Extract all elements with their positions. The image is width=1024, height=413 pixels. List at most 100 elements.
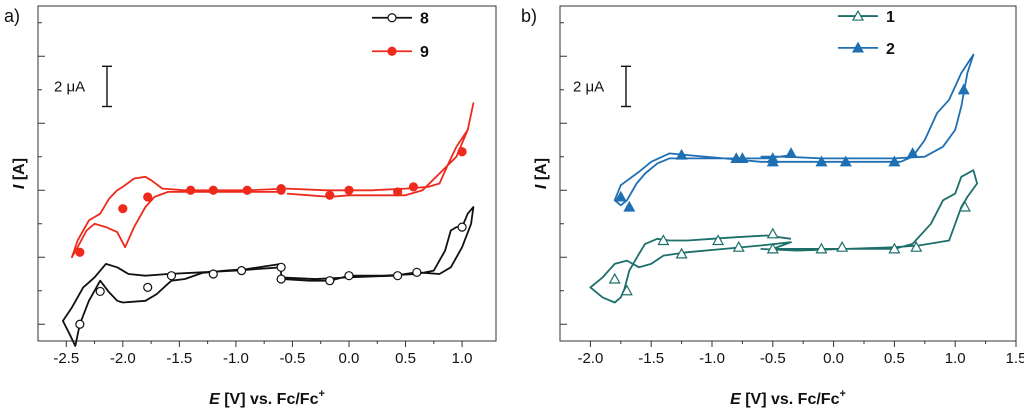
y-axis-label: I [A] — [11, 158, 28, 189]
data-point — [906, 147, 919, 158]
legend-entry-1: 1 — [838, 9, 895, 26]
data-point — [236, 266, 247, 276]
legend-label: 8 — [420, 11, 429, 28]
data-point — [276, 274, 286, 284]
series-8 — [62, 206, 475, 347]
series-1 — [589, 169, 978, 304]
data-point — [888, 242, 901, 254]
legend-label: 9 — [420, 44, 429, 61]
x-tick-label: -1.0 — [223, 350, 249, 367]
data-point — [836, 240, 849, 252]
legend-label: 1 — [886, 9, 895, 26]
data-point — [815, 242, 828, 254]
series-line — [62, 206, 475, 347]
scale-bar — [621, 65, 631, 108]
x-tick-label: -2.5 — [53, 350, 79, 367]
panel-b: b) -2.0 -1.5 -1.0 -0.5 0.0 0.5 1.0 1.5 E [V] vs. … — [521, 5, 1024, 408]
data-point — [608, 272, 621, 284]
x-tick-label: -0.5 — [280, 350, 306, 367]
series-line — [613, 53, 975, 207]
y-axis-label: I [A] — [533, 158, 550, 189]
series-2 — [613, 53, 975, 212]
x-tick-label: -1.0 — [699, 350, 725, 367]
x-tick-label: 0.0 — [823, 350, 844, 367]
data-point — [457, 147, 467, 157]
x-tick-label: -2.0 — [577, 350, 603, 367]
y-axis-variable: I — [11, 184, 28, 189]
data-point — [75, 247, 85, 257]
data-point — [393, 271, 403, 281]
x-tick-label: -0.5 — [760, 350, 786, 367]
data-point — [186, 185, 196, 195]
x-tick-label: -2.0 — [110, 350, 136, 367]
y-axis-variable: I — [533, 184, 550, 189]
data-point — [208, 185, 218, 195]
x-tick-label: 0.0 — [339, 350, 360, 367]
x-tick-label: 1.5 — [1006, 350, 1024, 367]
data-point — [457, 222, 467, 232]
data-point — [325, 190, 335, 200]
data-point — [408, 182, 419, 192]
x-axis-unit: [V] vs. Fc/Fc — [220, 391, 319, 408]
data-point — [815, 155, 828, 167]
data-point — [614, 190, 627, 202]
panel-a: a) -2.5 -2.0 -1.5 -1.0 -0.5 0.0 0.5 1.0 E [V] vs.… — [4, 5, 497, 408]
data-point — [623, 200, 636, 212]
data-point — [766, 242, 779, 254]
data-point — [393, 187, 403, 197]
x-tick-label: 0.5 — [395, 350, 416, 367]
data-point — [888, 155, 901, 167]
data-point — [657, 234, 670, 246]
data-point — [344, 271, 354, 281]
data-point — [276, 183, 286, 194]
x-tick-label: -1.5 — [638, 350, 664, 367]
data-point — [325, 276, 335, 286]
series-9 — [71, 102, 475, 259]
x-axis-variable: E — [209, 391, 221, 408]
data-point — [785, 147, 798, 158]
legend-marker — [387, 13, 397, 23]
x-tick-label: 0.5 — [884, 350, 905, 367]
data-point — [143, 282, 153, 292]
scale-bar-label: 2 μA — [54, 78, 85, 95]
x-axis-superscript: + — [839, 388, 845, 400]
y-axis-unit: [A] — [533, 158, 550, 185]
data-point — [118, 204, 128, 214]
x-tick-label: -1.5 — [166, 350, 192, 367]
data-point — [242, 185, 252, 195]
data-point — [276, 262, 286, 272]
series-line — [589, 169, 978, 304]
legend-label: 2 — [886, 41, 895, 58]
data-point — [75, 319, 85, 329]
x-tick-label: 1.0 — [452, 350, 473, 367]
legend-entry-8: 8 — [372, 11, 429, 28]
x-tick-label: 1.0 — [945, 350, 966, 367]
x-axis-label: E [V] vs. Fc/Fc+ — [209, 388, 325, 408]
data-point — [766, 152, 779, 164]
data-point — [766, 227, 779, 239]
data-point — [412, 267, 422, 277]
data-point — [143, 192, 153, 202]
data-point — [957, 83, 970, 95]
legend-marker — [387, 46, 397, 56]
data-point — [910, 240, 923, 252]
panel-label: a) — [4, 6, 20, 26]
legend-entry-2: 2 — [838, 41, 895, 58]
data-point — [166, 271, 177, 281]
y-axis-unit: [A] — [11, 158, 28, 185]
data-point — [958, 200, 971, 212]
scale-bar — [102, 65, 112, 108]
data-point — [95, 286, 105, 297]
data-point — [208, 269, 218, 279]
x-axis-unit: [V] vs. Fc/Fc — [741, 391, 840, 408]
data-point — [736, 152, 749, 164]
data-point — [675, 247, 688, 259]
scale-bar-label: 2 μA — [573, 78, 604, 95]
plot-frame — [37, 5, 497, 342]
data-point — [675, 148, 688, 160]
legend-entry-9: 9 — [372, 44, 429, 61]
data-point — [839, 155, 852, 167]
data-point — [712, 234, 725, 246]
x-axis-superscript: + — [318, 388, 324, 400]
